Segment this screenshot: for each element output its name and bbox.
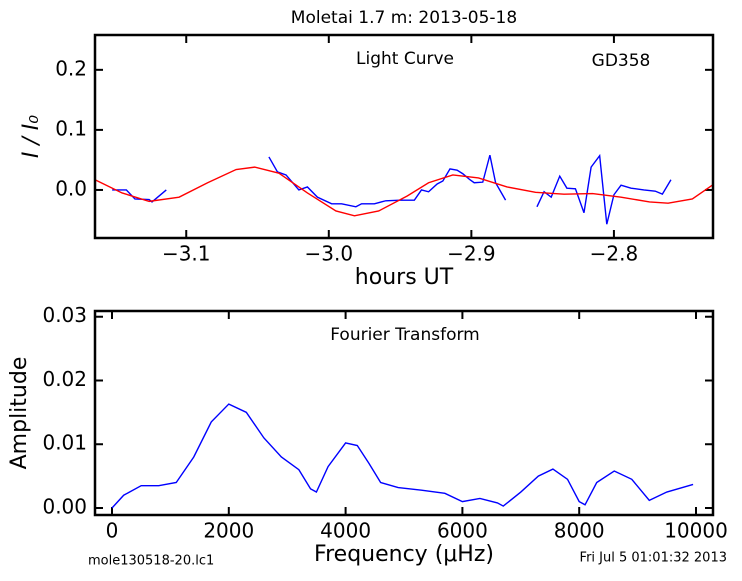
annotation: Light Curve <box>356 49 454 69</box>
footer-file: mole130518-20.lc1 <box>88 554 214 569</box>
x-tick-label: 4000 <box>320 519 371 543</box>
annotation: Fourier Transform <box>330 325 479 345</box>
x-tick-label: −3.0 <box>305 242 354 266</box>
x-tick-label: −2.8 <box>590 242 639 266</box>
plot-frame <box>93 33 715 240</box>
y-tick-label: 0.2 <box>55 56 87 80</box>
y-axis-label: Amplitude <box>7 357 32 470</box>
x-axis-label: hours UT <box>355 265 454 290</box>
x-tick-label: −3.1 <box>162 242 211 266</box>
y-tick-label: 0.1 <box>55 116 87 140</box>
x-tick-label: 0 <box>106 519 119 543</box>
y-axis-label: I / I₀ <box>19 115 44 158</box>
x-tick-label: 2000 <box>203 519 254 543</box>
footer-date: Fri Jul 5 01:01:32 2013 <box>580 551 727 566</box>
annotation: GD358 <box>592 51 651 71</box>
y-tick-label: 0.01 <box>42 431 87 455</box>
x-axis-label: Frequency (μHz) <box>314 542 494 567</box>
y-tick-label: 0.0 <box>55 176 87 200</box>
x-tick-label: 8000 <box>554 519 605 543</box>
line-series <box>94 166 713 217</box>
x-tick-label: −2.9 <box>447 242 496 266</box>
y-tick-label: 0.03 <box>42 303 87 327</box>
plot-frame <box>93 309 715 517</box>
line-series <box>111 403 694 509</box>
y-tick-label: 0.00 <box>42 494 87 518</box>
x-tick-label: 6000 <box>437 519 488 543</box>
line-series <box>112 153 672 225</box>
y-tick-label: 0.02 <box>42 367 87 391</box>
chart-title: Moletai 1.7 m: 2013-05-18 <box>291 8 517 28</box>
x-tick-label: 10000 <box>664 519 728 543</box>
